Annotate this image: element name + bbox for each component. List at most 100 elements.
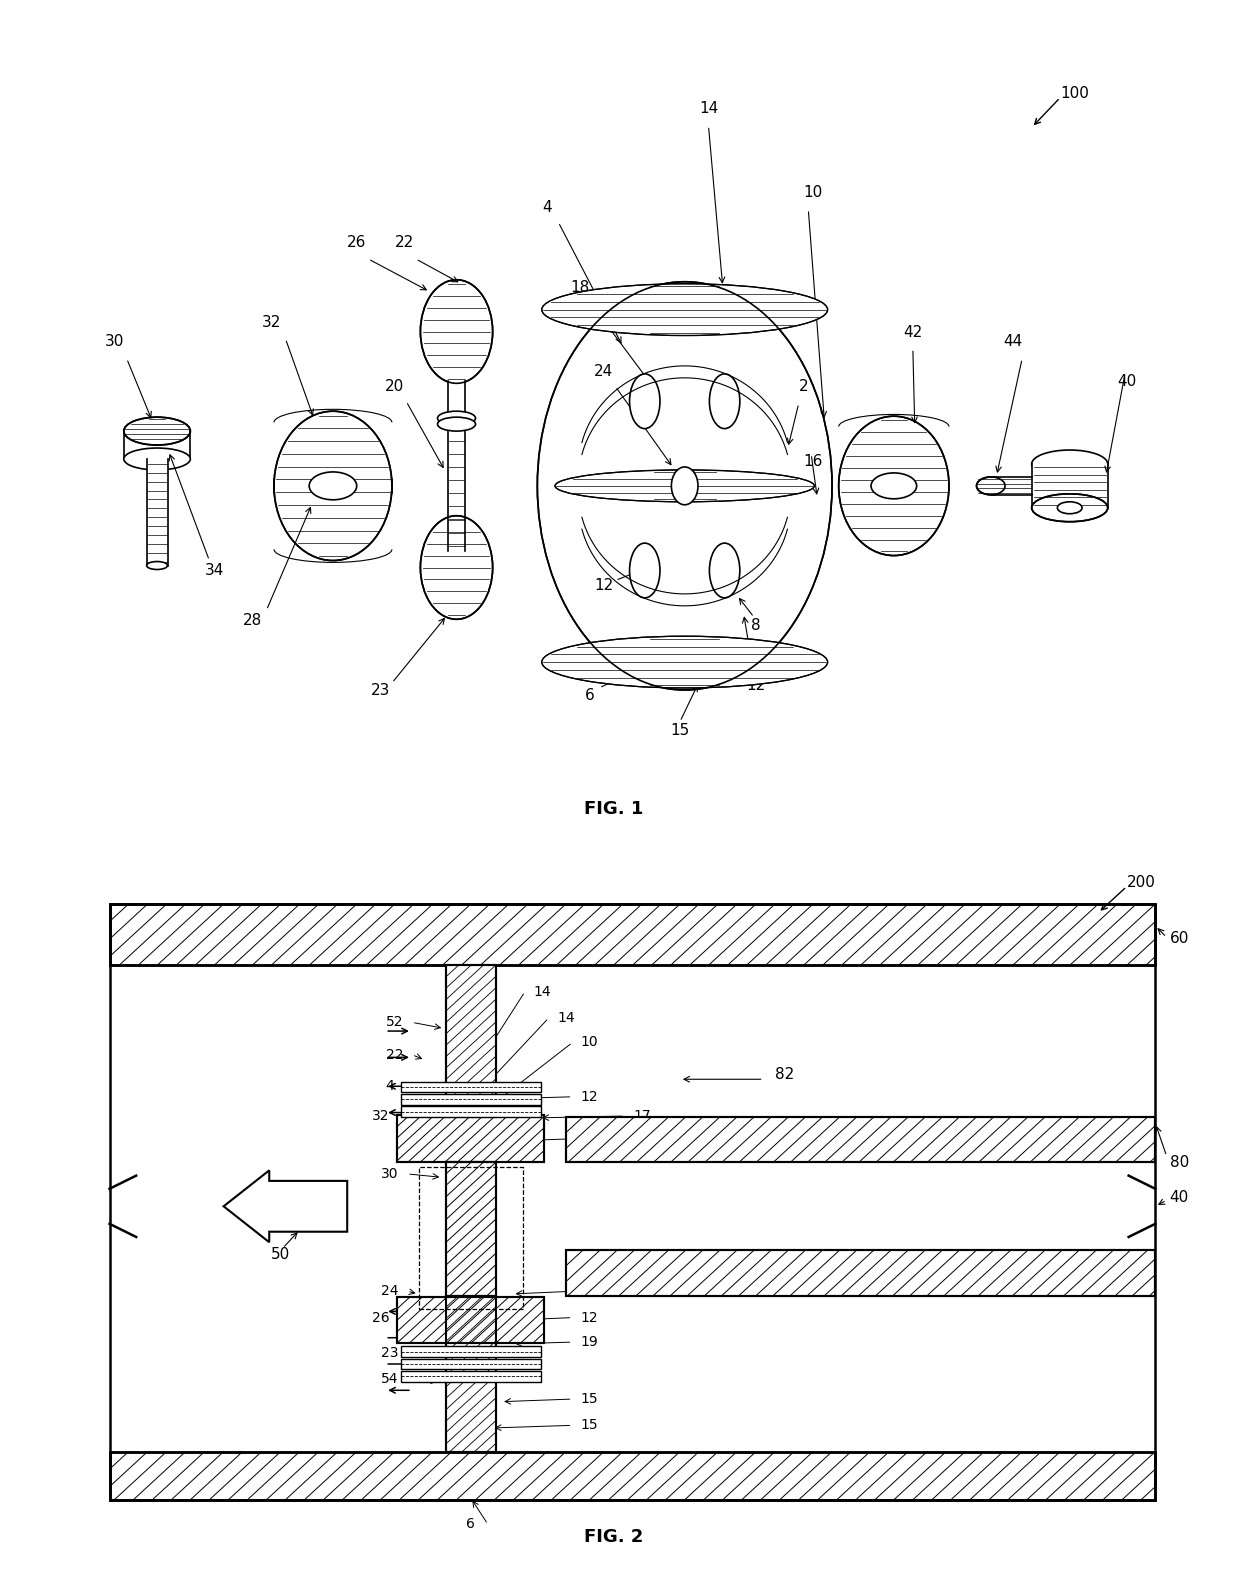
Bar [565, 1117, 1156, 1163]
Bar [109, 1451, 1156, 1501]
Text: 14: 14 [557, 1012, 574, 1024]
Bar [109, 903, 1156, 1501]
Bar [448, 331, 465, 414]
Bar [992, 476, 1029, 495]
Text: 23: 23 [371, 683, 391, 698]
Text: 40: 40 [1117, 374, 1136, 389]
Ellipse shape [542, 284, 827, 336]
Text: 22: 22 [394, 234, 414, 250]
Text: 15: 15 [671, 723, 689, 738]
Text: 8: 8 [751, 618, 761, 634]
Bar [446, 1295, 496, 1451]
Text: 50: 50 [272, 1247, 290, 1262]
Text: 10: 10 [804, 185, 822, 201]
Bar [397, 1297, 544, 1343]
Text: 100: 100 [1060, 86, 1089, 100]
Text: 44: 44 [1003, 335, 1022, 349]
Text: 40: 40 [1169, 1190, 1189, 1204]
Ellipse shape [542, 636, 827, 688]
Text: 80: 80 [1169, 1155, 1189, 1169]
Ellipse shape [1058, 502, 1083, 515]
Text: 12: 12 [746, 679, 765, 693]
Ellipse shape [1032, 449, 1107, 478]
Text: 6: 6 [466, 1518, 475, 1531]
Ellipse shape [556, 470, 815, 502]
Text: 19: 19 [580, 1335, 599, 1349]
Text: 12: 12 [594, 578, 614, 594]
Text: 12: 12 [580, 1311, 599, 1324]
Text: 26: 26 [347, 234, 366, 250]
Bar [397, 1297, 544, 1343]
Text: 6: 6 [585, 688, 594, 703]
Text: 28: 28 [243, 613, 262, 628]
Text: 4: 4 [386, 1080, 394, 1093]
Ellipse shape [630, 374, 660, 429]
Bar [446, 965, 496, 1117]
Text: FIG. 2: FIG. 2 [584, 1528, 644, 1545]
Bar [565, 1251, 1156, 1295]
Text: FIG. 1: FIG. 1 [584, 800, 644, 819]
Ellipse shape [274, 411, 392, 561]
Text: 26: 26 [372, 1311, 389, 1324]
Text: 16: 16 [804, 454, 822, 468]
Bar [446, 1163, 496, 1295]
Text: 200: 200 [1127, 875, 1156, 889]
Bar [446, 1163, 496, 1295]
Bar [109, 903, 1156, 965]
Text: 42: 42 [903, 325, 923, 339]
Text: 15: 15 [580, 1418, 599, 1432]
Text: 30: 30 [104, 335, 124, 349]
Ellipse shape [1032, 494, 1107, 523]
Ellipse shape [420, 516, 492, 620]
Ellipse shape [124, 417, 191, 444]
Text: 4: 4 [542, 201, 552, 215]
Text: 24: 24 [594, 365, 614, 379]
Bar [397, 1115, 544, 1163]
Bar [565, 1117, 1156, 1163]
Text: 52: 52 [386, 1015, 403, 1029]
Bar [401, 1359, 541, 1370]
Text: 30: 30 [381, 1168, 399, 1180]
Text: 22: 22 [386, 1048, 403, 1061]
Text: 10: 10 [580, 1035, 599, 1050]
Text: 2: 2 [799, 379, 808, 395]
Text: 23: 23 [381, 1346, 399, 1359]
Text: 14: 14 [533, 984, 551, 999]
Ellipse shape [709, 374, 740, 429]
Ellipse shape [438, 411, 476, 425]
Bar [448, 492, 465, 554]
Bar [401, 1346, 541, 1357]
Ellipse shape [309, 472, 357, 500]
Text: 17: 17 [634, 1109, 651, 1123]
Bar [397, 1115, 544, 1163]
Bar [446, 1295, 496, 1451]
Bar [401, 1107, 541, 1117]
Text: 14: 14 [699, 100, 718, 116]
Bar [109, 903, 1156, 965]
Text: 24: 24 [381, 1284, 399, 1298]
Text: 60: 60 [1169, 932, 1189, 946]
Bar [446, 965, 496, 1117]
Bar [401, 1082, 541, 1093]
Bar [1032, 464, 1107, 508]
Bar [565, 1251, 1156, 1295]
Ellipse shape [630, 543, 660, 597]
Text: 12: 12 [580, 1090, 599, 1104]
Ellipse shape [671, 467, 698, 505]
Bar [419, 1166, 523, 1309]
Text: 15: 15 [580, 1392, 599, 1407]
Bar [401, 1372, 541, 1381]
Text: 16: 16 [580, 1284, 599, 1298]
FancyArrow shape [223, 1171, 347, 1243]
Ellipse shape [420, 280, 492, 384]
Ellipse shape [870, 473, 916, 499]
Ellipse shape [709, 543, 740, 597]
Text: 20: 20 [386, 379, 404, 395]
Ellipse shape [838, 416, 949, 556]
Text: 18: 18 [570, 280, 590, 295]
Text: 42: 42 [580, 1133, 599, 1145]
Text: 34: 34 [205, 564, 223, 578]
Bar [401, 1094, 541, 1104]
Text: 32: 32 [262, 314, 280, 330]
Bar [146, 459, 167, 566]
